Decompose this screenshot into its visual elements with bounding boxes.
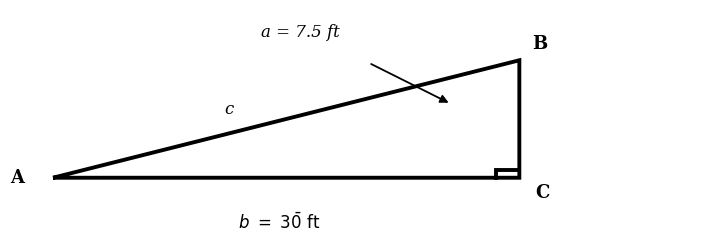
Text: c: c — [224, 100, 234, 118]
Text: a = 7.5 ft: a = 7.5 ft — [261, 24, 340, 41]
Text: C: C — [535, 184, 549, 202]
Text: B: B — [532, 35, 547, 53]
Text: $\mathit{b}\ =\ 3\bar{0}\ \mathrm{ft}$: $\mathit{b}\ =\ 3\bar{0}\ \mathrm{ft}$ — [238, 213, 320, 233]
Text: A: A — [10, 169, 25, 187]
